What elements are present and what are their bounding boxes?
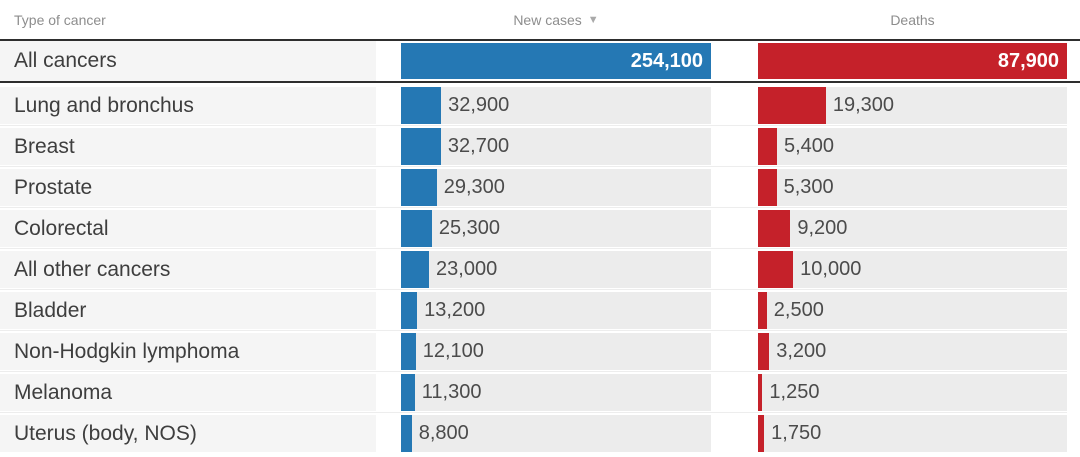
cancer-type-label: Breast <box>0 128 376 165</box>
new-cases-track: 11,300 <box>401 374 711 411</box>
cancer-type-label: Non-Hodgkin lymphoma <box>0 333 376 370</box>
new-cases-bar <box>401 210 432 247</box>
new-cases-value: 13,200 <box>424 299 486 321</box>
new-cases-value: 25,300 <box>438 217 501 239</box>
deaths-bar <box>758 87 826 124</box>
cancer-type-label: Melanoma <box>0 374 376 411</box>
new-cases-value: 8,800 <box>418 422 469 444</box>
new-cases-track: 8,800 <box>401 415 711 452</box>
column-header-new-cases-label: New cases <box>513 11 582 28</box>
cancer-type-label: Colorectal <box>0 210 376 247</box>
table-row: All other cancers 23,000 10,000 <box>0 248 1080 288</box>
deaths-track: 19,300 <box>758 87 1067 124</box>
new-cases-bar <box>401 333 416 370</box>
table-row: Breast 32,700 5,400 <box>0 125 1080 165</box>
new-cases-value: 32,900 <box>448 94 510 116</box>
deaths-value: 3,200 <box>776 340 827 362</box>
deaths-track: 5,400 <box>758 128 1067 165</box>
deaths-track: 87,900 <box>758 41 1067 81</box>
new-cases-track: 12,100 <box>401 333 711 370</box>
deaths-track: 10,000 <box>758 251 1067 288</box>
cancer-type-label: Uterus (body, NOS) <box>0 415 376 452</box>
deaths-value: 1,750 <box>771 422 822 444</box>
deaths-bar: 87,900 <box>758 43 1067 79</box>
cancer-type-label: All other cancers <box>0 251 376 288</box>
deaths-value: 1,250 <box>769 381 820 403</box>
table-body: All cancers 254,100 87,900 Lung and bron… <box>0 41 1080 452</box>
deaths-bar <box>758 169 777 206</box>
cancer-type-label: Lung and bronchus <box>0 87 376 124</box>
column-header-deaths[interactable]: Deaths <box>890 11 935 28</box>
deaths-value: 2,500 <box>773 299 824 321</box>
column-header-new-cases[interactable]: New cases ▼ <box>401 0 711 39</box>
table-row: Prostate 29,300 5,300 <box>0 166 1080 206</box>
new-cases-bar <box>401 128 441 165</box>
table-row: Lung and bronchus 32,900 19,300 <box>0 87 1080 124</box>
table-header: Type of cancer New cases ▼ Deaths <box>0 0 1080 41</box>
table-row: Non-Hodgkin lymphoma 12,100 3,200 <box>0 330 1080 370</box>
cancer-type-label: Bladder <box>0 292 376 329</box>
deaths-value: 87,900 <box>997 49 1059 72</box>
new-cases-bar <box>401 292 418 329</box>
new-cases-value: 11,300 <box>421 381 482 403</box>
cancer-type-label: All cancers <box>0 41 376 81</box>
deaths-bar <box>758 374 763 411</box>
table-row: All cancers 254,100 87,900 <box>0 41 1080 83</box>
deaths-value: 19,300 <box>832 94 895 116</box>
new-cases-bar <box>401 374 415 411</box>
table-row: Melanoma 11,300 1,250 <box>0 371 1080 411</box>
new-cases-value: 12,100 <box>422 340 484 362</box>
table-row: Colorectal 25,300 9,200 <box>0 207 1080 247</box>
deaths-value: 5,300 <box>783 176 834 198</box>
deaths-track: 2,500 <box>758 292 1067 329</box>
deaths-track: 1,250 <box>758 374 1067 411</box>
deaths-track: 1,750 <box>758 415 1067 452</box>
new-cases-bar <box>401 169 437 206</box>
new-cases-bar <box>401 415 412 452</box>
new-cases-value: 254,100 <box>630 49 703 72</box>
new-cases-track: 254,100 <box>401 41 711 81</box>
column-header-type-of-cancer[interactable]: Type of cancer <box>14 11 106 28</box>
deaths-bar <box>758 210 791 247</box>
deaths-value: 5,400 <box>783 135 835 157</box>
deaths-bar <box>758 333 770 370</box>
new-cases-bar: 254,100 <box>401 43 711 79</box>
deaths-bar <box>758 415 765 452</box>
new-cases-track: 23,000 <box>401 251 711 288</box>
deaths-bar <box>758 128 777 165</box>
new-cases-value: 29,300 <box>443 176 505 198</box>
deaths-value: 10,000 <box>800 258 862 280</box>
table-row: Bladder 13,200 2,500 <box>0 289 1080 329</box>
table-row: Uterus (body, NOS) 8,800 1,750 <box>0 412 1080 452</box>
deaths-track: 9,200 <box>758 210 1067 247</box>
deaths-value: 9,200 <box>797 217 848 239</box>
new-cases-track: 25,300 <box>401 210 711 247</box>
new-cases-track: 13,200 <box>401 292 711 329</box>
new-cases-track: 29,300 <box>401 169 711 206</box>
cancer-type-label: Prostate <box>0 169 376 206</box>
sort-descending-icon: ▼ <box>587 13 599 26</box>
new-cases-value: 32,700 <box>447 135 510 157</box>
new-cases-bar <box>401 87 442 124</box>
new-cases-track: 32,700 <box>401 128 711 165</box>
deaths-track: 5,300 <box>758 169 1067 206</box>
deaths-bar <box>758 251 794 288</box>
deaths-track: 3,200 <box>758 333 1067 370</box>
new-cases-value: 23,000 <box>436 258 498 280</box>
new-cases-track: 32,900 <box>401 87 711 124</box>
new-cases-bar <box>401 251 430 288</box>
deaths-bar <box>758 292 767 329</box>
